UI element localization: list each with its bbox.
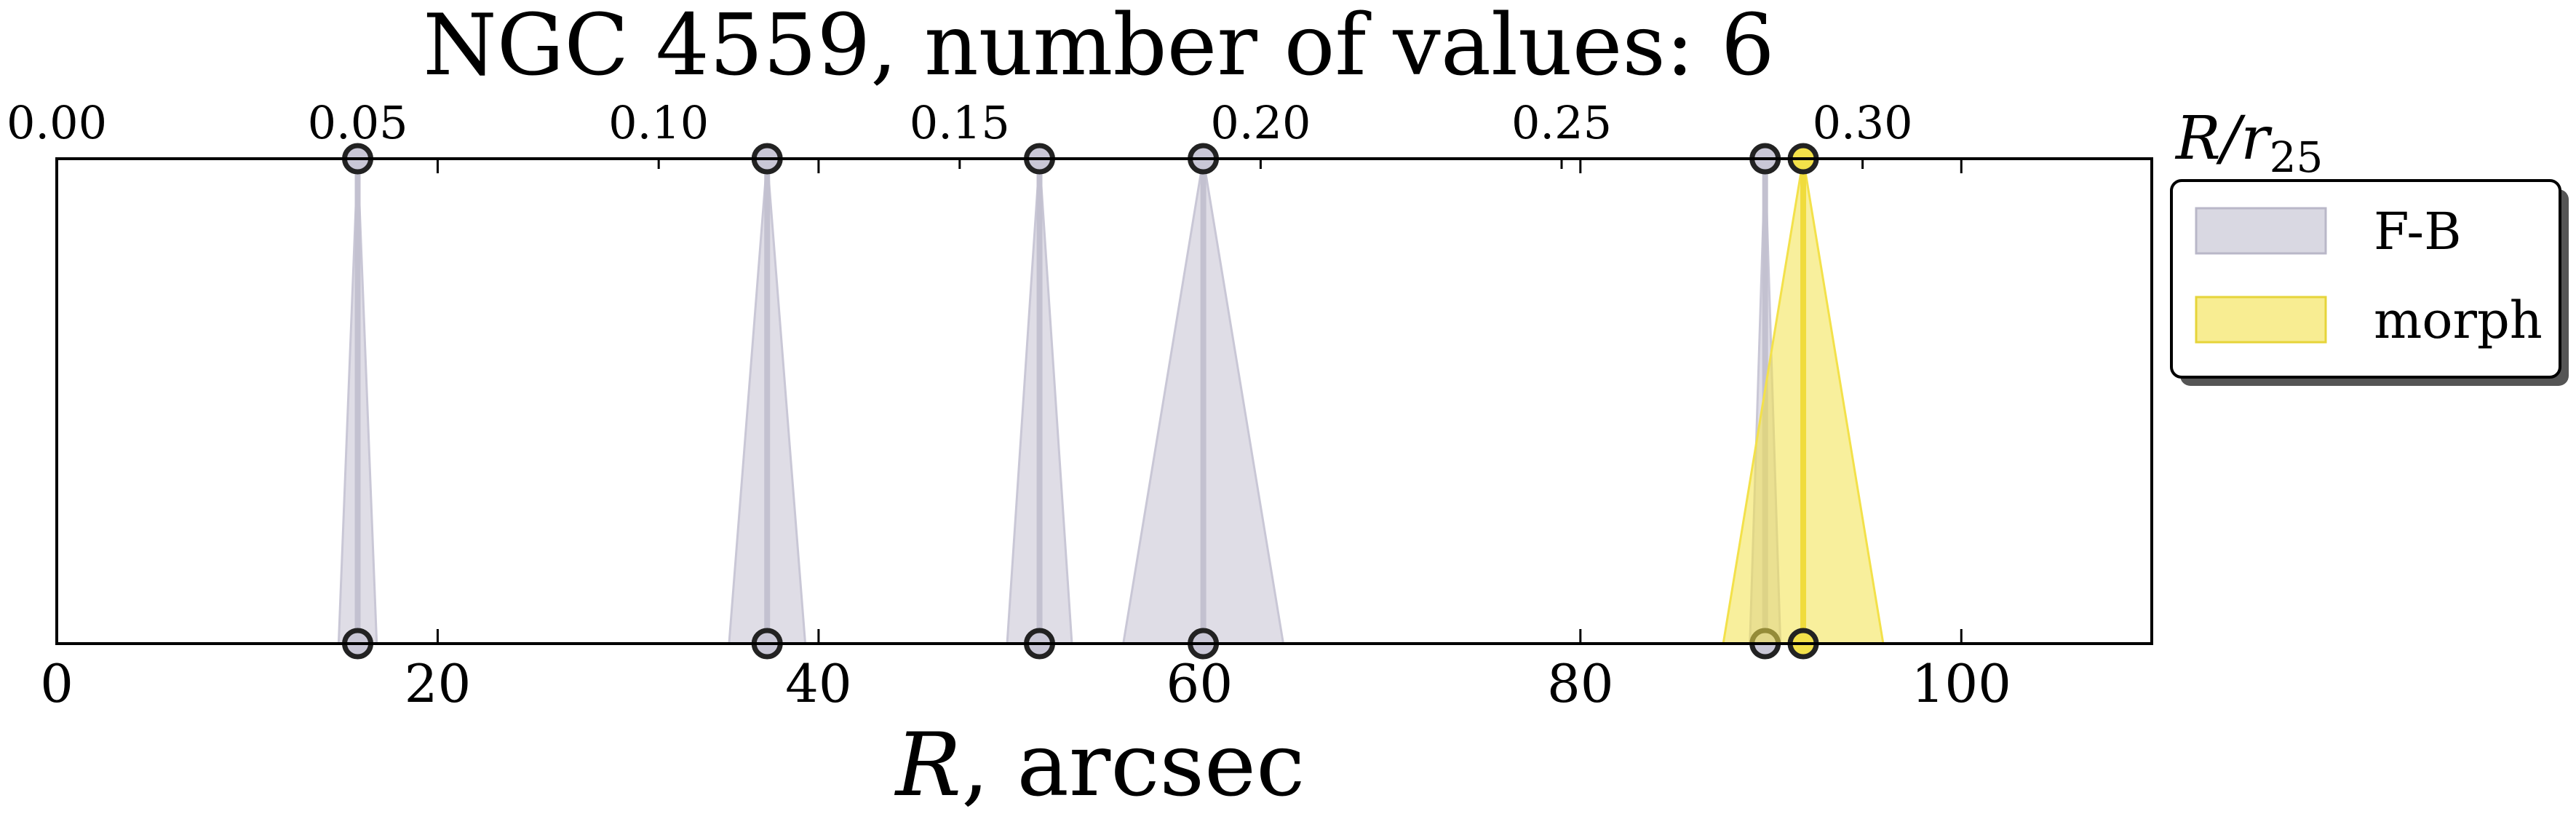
bottom-tick-label: 0 bbox=[40, 653, 73, 714]
bottom-tick-label: 80 bbox=[1547, 653, 1614, 714]
x-axis-label: R, arcsec bbox=[894, 715, 1305, 816]
top-axis-ticks: 0.00 0.05 0.10 0.15 0.20 0.25 0.30 bbox=[7, 96, 1913, 169]
data-marks bbox=[337, 143, 1885, 660]
legend-label-morph: morph bbox=[2374, 290, 2543, 350]
bottom-tick-label: 60 bbox=[1166, 653, 1233, 714]
top-tick-label: 0.20 bbox=[1210, 96, 1311, 149]
top-tick-label: 0.00 bbox=[7, 96, 107, 149]
legend-swatch-fb bbox=[2195, 207, 2327, 255]
bottom-axis-ticks: 0 20 40 60 80 100 bbox=[40, 159, 2011, 714]
legend-swatch-morph bbox=[2195, 296, 2327, 344]
chart-title: NGC 4559, number of values: 6 bbox=[423, 0, 1774, 95]
top-tick-label: 0.25 bbox=[1511, 96, 1612, 149]
bottom-tick-label: 100 bbox=[1912, 653, 2011, 714]
top-axis-label-subscript: 25 bbox=[2270, 133, 2323, 182]
top-tick-label: 0.10 bbox=[608, 96, 709, 149]
top-tick-label: 0.15 bbox=[910, 96, 1010, 149]
plot-frame bbox=[55, 157, 2153, 645]
top-axis-label: R/r25 bbox=[2174, 104, 2323, 182]
legend: F-B morph bbox=[2170, 179, 2569, 386]
top-axis-label-main: R/r bbox=[2174, 104, 2273, 173]
bottom-tick-label: 20 bbox=[405, 653, 472, 714]
bottom-tick-label: 40 bbox=[785, 653, 852, 714]
x-axis-label-unit: , arcsec bbox=[961, 715, 1305, 816]
legend-label-fb: F-B bbox=[2374, 202, 2462, 261]
x-axis-label-symbol: R bbox=[894, 715, 961, 816]
top-tick-label: 0.30 bbox=[1813, 96, 1913, 149]
top-tick-label: 0.05 bbox=[308, 96, 408, 149]
